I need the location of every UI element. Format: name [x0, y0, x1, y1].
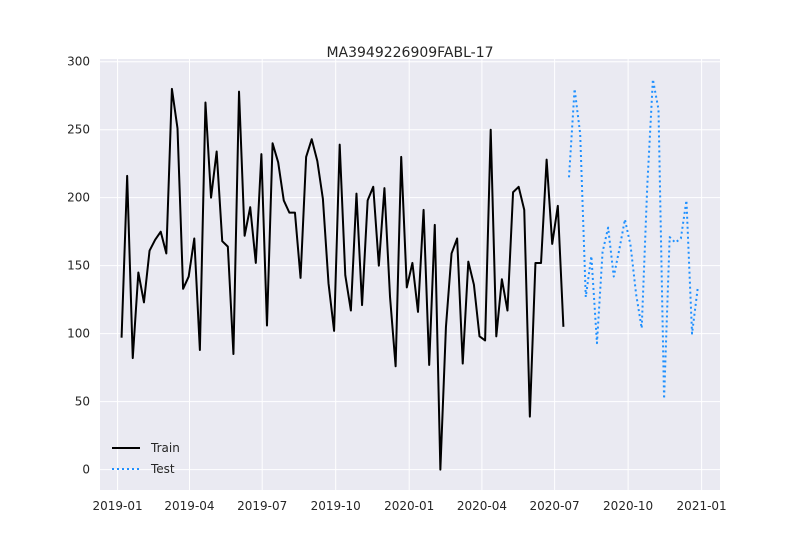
x-tick-label: 2020-07: [530, 499, 580, 513]
x-tick-label: 2019-07: [237, 499, 287, 513]
x-tick-label: 2021-01: [677, 499, 727, 513]
y-gridlines: [100, 61, 720, 471]
x-axis: 2019-01 2019-04 2019-07 2019-10 2020-01 2020-…: [93, 499, 727, 513]
series-line-test: [567, 78, 699, 400]
y-tick-label: 200: [67, 191, 90, 205]
y-tick-label: 300: [67, 55, 90, 69]
x-tick-label: 2020-01: [384, 499, 434, 513]
x-tick-label: 2020-10: [603, 499, 653, 513]
x-tick-label: 2019-10: [311, 499, 361, 513]
series-layer: [120, 78, 699, 471]
y-tick-label: 150: [67, 259, 90, 273]
x-tick-label: 2020-04: [457, 499, 507, 513]
y-tick-label: 50: [75, 395, 90, 409]
y-tick-label: 250: [67, 123, 90, 137]
y-axis: 0 50 100 150 200 250 300: [67, 55, 90, 477]
legend-train-label: Train: [150, 441, 180, 455]
series-line-train: [120, 87, 565, 471]
legend-test-label: Test: [150, 462, 175, 476]
x-tick-label: 2019-01: [93, 499, 143, 513]
y-tick-label: 0: [82, 463, 90, 477]
legend: Train Test: [112, 441, 180, 476]
chart-title: MA3949226909FABL-17: [326, 45, 493, 61]
x-tick-label: 2019-04: [164, 499, 214, 513]
y-tick-label: 100: [67, 327, 90, 341]
